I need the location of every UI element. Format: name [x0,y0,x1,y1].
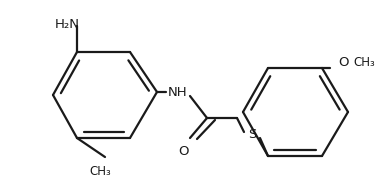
Text: CH₃: CH₃ [353,56,375,68]
Text: S: S [248,129,256,142]
Text: NH: NH [168,85,188,98]
Text: O: O [338,56,348,68]
Text: O: O [178,145,188,158]
Text: H₂N: H₂N [55,18,80,31]
Text: CH₃: CH₃ [89,165,111,178]
